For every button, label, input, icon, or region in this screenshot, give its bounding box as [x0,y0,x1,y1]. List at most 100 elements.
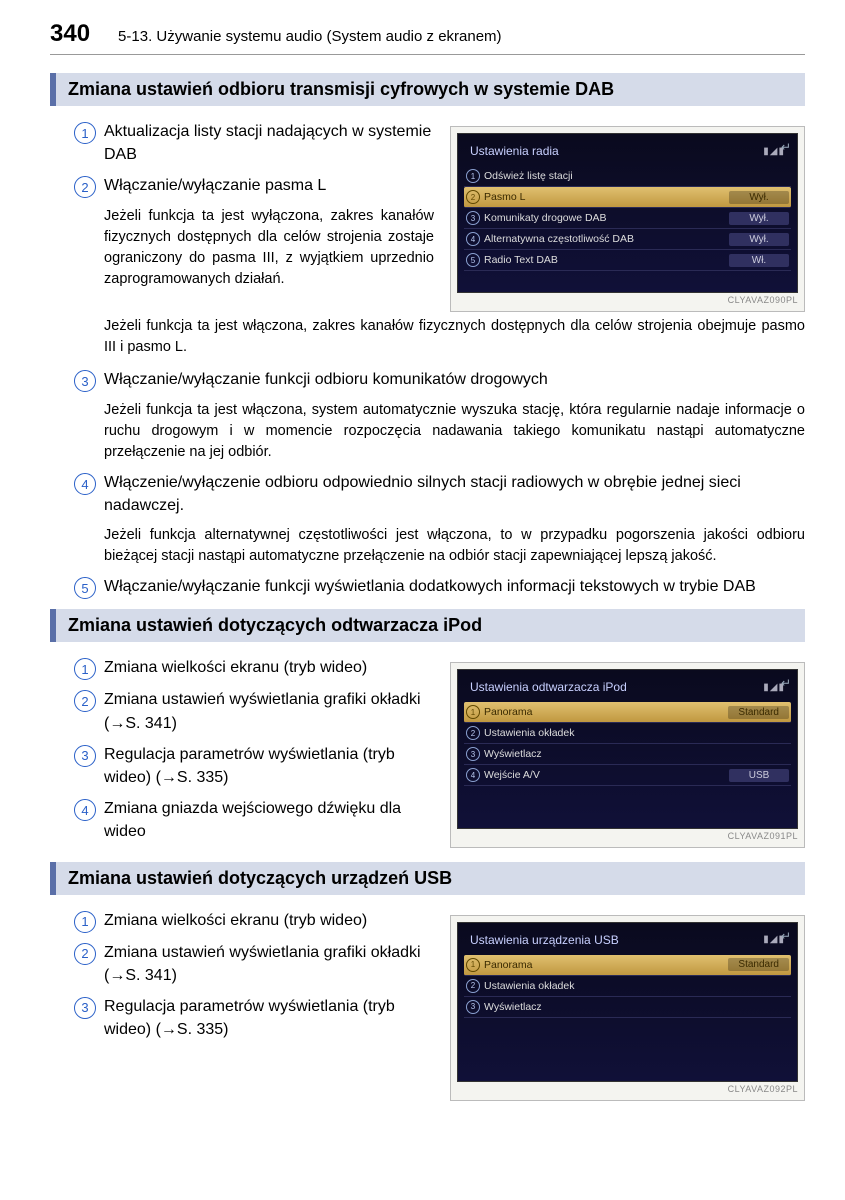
item-number: 3 [74,370,96,392]
section-heading-usb: Zmiana ustawień dotyczących urządzeń USB [50,862,805,895]
menu-row-value: Standard [728,958,789,971]
screenshot-usb: ↵ Ustawienia urządzenia USB ▮◢▮ 1Panoram… [450,915,805,1101]
item-title: Włączanie/wyłączanie pasma L [104,174,326,197]
item-title: Regulacja parametrów wyświetlania (tryb … [104,743,434,789]
menu-row-number: 4 [466,232,480,246]
menu-row-number: 2 [466,726,480,740]
screen-title: Ustawienia urządzenia USB [470,933,619,947]
menu-row-label: Odśwież listę stacji [484,170,789,182]
section-heading-dab: Zmiana ustawień odbioru transmisji cyfro… [50,73,805,106]
back-icon[interactable]: ↵ [781,676,791,690]
menu-row-label: Radio Text DAB [484,254,729,266]
screen-title: Ustawienia odtwarzacza iPod [470,680,627,694]
menu-row-number: 4 [466,768,480,782]
item-number: 2 [74,943,96,965]
list-item: 2 Zmiana ustawień wyświetlania grafiki o… [74,941,434,987]
menu-row-label: Wyświetlacz [484,748,789,760]
menu-row-label: Panorama [484,959,728,971]
list-item: 1 Zmiana wielkości ekranu (tryb wideo) [74,656,434,680]
menu-row[interactable]: 2 Pasmo LWył. [464,187,791,208]
menu-row-value: Standard [728,706,789,719]
menu-row[interactable]: 3 Wyświetlacz [464,997,791,1018]
menu-row-value: Wył. [729,233,789,246]
menu-row-label: Wejście A/V [484,769,729,781]
menu-row-label: Ustawienia okładek [484,727,789,739]
item-title: Aktualizacja listy stacji nadających w s… [104,120,434,166]
menu-row-number: 3 [466,211,480,225]
menu-row-number: 3 [466,1000,480,1014]
screenshot-caption: CLYAVAZ091PL [457,831,798,841]
list-item: 2 Włączanie/wyłączanie pasma L [74,174,434,198]
item-body: Jeżeli funkcja ta jest wyłączona, zakres… [104,206,434,290]
list-item: 5 Włączanie/wyłączanie funkcji wyświetla… [74,575,805,599]
menu-row-number: 1 [466,705,480,719]
menu-row-number: 1 [466,958,480,972]
item-number: 5 [74,577,96,599]
item-title: Włączanie/wyłączanie funkcji wyświetlani… [104,575,756,598]
menu-row-label: Komunikaty drogowe DAB [484,212,729,224]
item-number: 4 [74,799,96,821]
header-title: 5-13. Używanie systemu audio (System aud… [118,28,502,45]
menu-row-value: Wył. [729,212,789,225]
list-item: 4 Zmiana gniazda wejściowego dźwięku dla… [74,797,434,843]
menu-row[interactable]: 3 Wyświetlacz [464,744,791,765]
item-title: Zmiana ustawień wyświetlania grafiki okł… [104,688,434,734]
menu-row-number: 2 [466,190,480,204]
page-header: 340 5-13. Używanie systemu audio (System… [50,20,805,55]
list-item: 1 Aktualizacja listy stacji nadających w… [74,120,434,166]
screenshot-ipod: ↵ Ustawienia odtwarzacza iPod ▮◢▮ 1Panor… [450,662,805,848]
menu-row[interactable]: 2 Ustawienia okładek [464,723,791,744]
item-number: 2 [74,176,96,198]
list-item: 3 Regulacja parametrów wyświetlania (try… [74,743,434,789]
menu-row[interactable]: 4 Alternatywna częstotliwość DABWył. [464,229,791,250]
item-number: 3 [74,745,96,767]
back-icon[interactable]: ↵ [781,140,791,154]
item-number: 1 [74,658,96,680]
menu-row[interactable]: 4 Wejście A/VUSB [464,765,791,786]
item-title: Zmiana wielkości ekranu (tryb wideo) [104,909,367,932]
menu-row[interactable]: 5 Radio Text DABWł. [464,250,791,271]
item-number: 1 [74,911,96,933]
menu-row-number: 3 [466,747,480,761]
menu-row-number: 5 [466,253,480,267]
screen-title: Ustawienia radia [470,144,559,158]
screenshot-caption: CLYAVAZ092PL [457,1084,798,1094]
item-title: Zmiana wielkości ekranu (tryb wideo) [104,656,367,679]
item-title: Zmiana gniazda wejściowego dźwięku dla w… [104,797,434,843]
back-icon[interactable]: ↵ [781,929,791,943]
list-item: 1 Zmiana wielkości ekranu (tryb wideo) [74,909,434,933]
menu-row-value: Wł. [729,254,789,267]
item-body: Jeżeli funkcja ta jest włączona, system … [104,400,805,463]
menu-row-number: 2 [466,979,480,993]
list-item: 2 Zmiana ustawień wyświetlania grafiki o… [74,688,434,734]
menu-row-value: USB [729,769,789,782]
list-item: 4 Włączenie/wyłączenie odbioru odpowiedn… [74,471,805,517]
item-title: Włączanie/wyłączanie funkcji odbioru kom… [104,368,548,391]
item-number: 3 [74,997,96,1019]
menu-row-value: Wył. [729,191,789,204]
item-number: 4 [74,473,96,495]
menu-row[interactable]: 1 Odśwież listę stacji [464,166,791,187]
menu-row-number: 1 [466,169,480,183]
list-item: 3 Regulacja parametrów wyświetlania (try… [74,995,434,1041]
menu-row[interactable]: 2 Ustawienia okładek [464,976,791,997]
menu-row-label: Wyświetlacz [484,1001,789,1013]
menu-row[interactable]: 1 PanoramaStandard [464,702,791,723]
item-number: 1 [74,122,96,144]
item-number: 2 [74,690,96,712]
menu-row-label: Panorama [484,706,728,718]
menu-row-label: Ustawienia okładek [484,980,789,992]
page-number: 340 [50,20,90,48]
menu-row-label: Alternatywna częstotliwość DAB [484,233,729,245]
menu-row[interactable]: 1 PanoramaStandard [464,955,791,976]
menu-row-label: Pasmo L [484,191,729,203]
item-body: Jeżeli funkcja alternatywnej częstotliwo… [104,525,805,567]
list-item: 3 Włączanie/wyłączanie funkcji odbioru k… [74,368,805,392]
screenshot-dab: ↵ Ustawienia radia ▮◢▮ 1Odśwież listę st… [450,126,805,312]
menu-row[interactable]: 3 Komunikaty drogowe DABWył. [464,208,791,229]
below-description: Jeżeli funkcja ta jest włączona, zakres … [104,316,805,358]
item-title: Zmiana ustawień wyświetlania grafiki okł… [104,941,434,987]
section-heading-ipod: Zmiana ustawień dotyczących odtwarzacza … [50,609,805,642]
item-title: Regulacja parametrów wyświetlania (tryb … [104,995,434,1041]
screenshot-caption: CLYAVAZ090PL [457,295,798,305]
